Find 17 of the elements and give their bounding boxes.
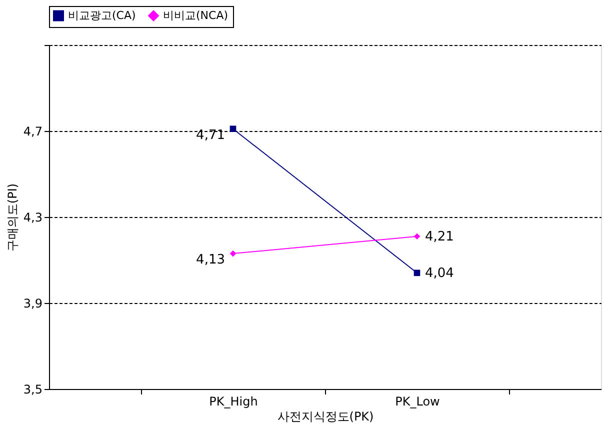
point (230, 126, 236, 132)
legend-label: 비비교(NCA) (163, 8, 228, 22)
data-label: 4,13 (196, 252, 225, 268)
x-tick-label: PK_Low (395, 394, 440, 408)
data-label: 4,04 (425, 266, 454, 281)
y-tick-label: 4,7 (23, 124, 42, 138)
x-tick-label: PK_High (209, 394, 258, 408)
data-label: 4,21 (425, 229, 454, 244)
point (414, 270, 420, 276)
x-axis-title: 사전지식정도(PK) (277, 410, 374, 424)
y-axis-title: 구매의도(PI) (5, 183, 20, 252)
y-tick-label: 3,9 (23, 296, 42, 310)
point (414, 233, 420, 240)
legend-label: 비교광고(CA) (68, 8, 136, 22)
point (230, 250, 236, 257)
y-tick-label: 4,3 (23, 210, 42, 224)
y-tick-label: 3,5 (23, 382, 42, 396)
